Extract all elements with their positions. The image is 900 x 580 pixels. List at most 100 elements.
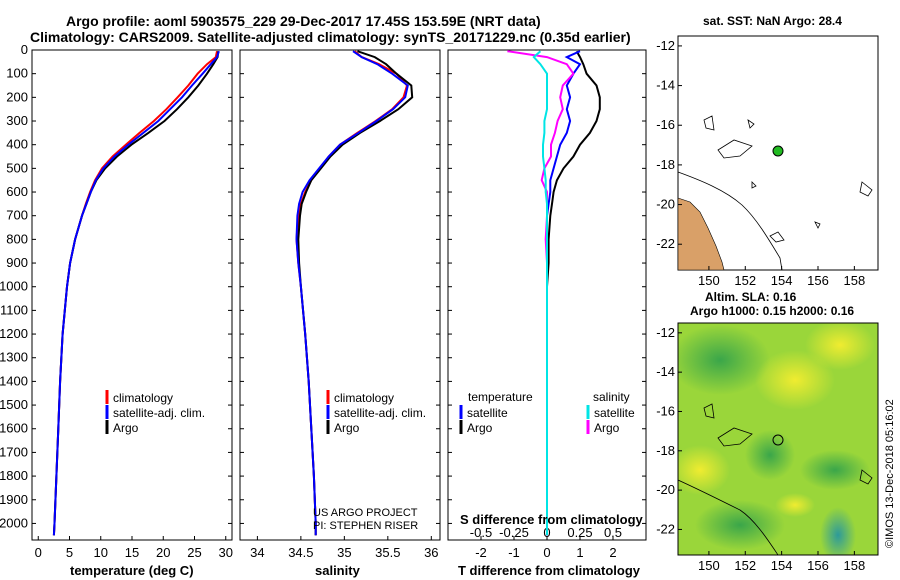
sla-blob xyxy=(775,493,815,517)
float-position-marker xyxy=(772,145,784,157)
temperature-tick-label: 15 xyxy=(125,545,139,560)
map-lon-tick-label: 152 xyxy=(734,558,756,573)
depth-tick-label: 800 xyxy=(6,231,28,246)
salinity-difference-x-axis: -0.5 -0.25 0 0.25 0.5 xyxy=(470,525,622,540)
temperature-tick-label: 0 xyxy=(35,545,42,560)
s-diff-satellite-line xyxy=(532,50,548,536)
salinity-satellite-line xyxy=(295,50,409,536)
temperature-panel xyxy=(31,49,233,541)
depth-tick-label: 0 xyxy=(21,42,28,57)
depth-tick-label: 1800 xyxy=(0,468,28,483)
map-lon-tick-label: 152 xyxy=(734,273,756,288)
temperature-tick-label: 25 xyxy=(187,545,201,560)
imos-timestamp: ©IMOS 13-Dec-2018 05:16:02 xyxy=(884,399,896,548)
sla-blob xyxy=(678,325,770,395)
depth-tick-label: 600 xyxy=(6,184,28,199)
salinity-tick-label: 34.5 xyxy=(288,545,313,560)
depth-tick-label: 1100 xyxy=(0,302,28,317)
sla-map-title-2: Argo h1000: 0.15 h2000: 0.16 xyxy=(690,304,854,318)
coastline xyxy=(677,171,783,271)
map-lat-tick-label: -22 xyxy=(656,236,675,251)
legend-temperature-title: temperature xyxy=(468,390,533,404)
depth-tick-label: 100 xyxy=(6,66,28,81)
map-lat-tick-label: -16 xyxy=(656,403,675,418)
map-lat-tick-label: -14 xyxy=(656,364,675,379)
salinity-xlabel: salinity xyxy=(315,563,361,578)
sla-blob xyxy=(678,445,730,495)
depth-tick-label: 1900 xyxy=(0,492,28,507)
map-lat-tick-label: -18 xyxy=(656,443,675,458)
t-diff-satellite-line xyxy=(546,50,582,536)
legend-s-argo-label: Argo xyxy=(594,421,620,435)
map-lon-tick-label: 150 xyxy=(698,558,720,573)
map-lat-tick-label: -22 xyxy=(656,521,675,536)
sla-heatmap xyxy=(678,323,878,555)
salinity-difference-tick-label: 0.5 xyxy=(604,525,622,540)
depth-tick-label: 2000 xyxy=(0,515,28,530)
reef-islands xyxy=(703,115,873,243)
difference-tick-label: -2 xyxy=(475,545,487,560)
salinity-tick-label: 35 xyxy=(337,545,351,560)
depth-axis: 0 100 200 300 400 500 600 700 800 900 1000 1100 1200… xyxy=(0,42,646,530)
depth-tick-label: 1000 xyxy=(0,279,28,294)
depth-tick-label: 900 xyxy=(6,255,28,270)
temperature-tick-label: 20 xyxy=(156,545,170,560)
map-lat-tick-label: -16 xyxy=(656,117,675,132)
sst-map-axes: 150 152 154 156 158 -12 -14 -16 -18 -20 -22 xyxy=(656,38,865,288)
salinity-difference-tick-label: -0.25 xyxy=(499,525,529,540)
difference-salinity-legend: salinity satellite Argo xyxy=(586,390,635,435)
sla-blob xyxy=(745,430,795,480)
sla-map-title-1: Altim. SLA: 0.16 xyxy=(705,290,797,304)
temperature-series xyxy=(52,50,220,536)
depth-tick-label: 700 xyxy=(6,208,28,223)
temperature-x-axis: 0 5 10 15 20 25 30 xyxy=(35,536,233,560)
legend-satellite-label: satellite-adj. clim. xyxy=(334,406,426,420)
legend-satellite-label: satellite-adj. clim. xyxy=(113,406,205,420)
temperature-xlabel: temperature (deg C) xyxy=(70,563,194,578)
legend-t-satellite-label: satellite xyxy=(467,406,508,420)
legend-climatology-label: climatology xyxy=(113,391,173,405)
map-lat-tick-label: -12 xyxy=(656,325,675,340)
legend-argo-label: Argo xyxy=(334,421,360,435)
difference-x2label: S difference from climatology xyxy=(460,512,644,527)
difference-xlabel: T difference from climatology xyxy=(458,563,641,578)
credit-pi: PI: STEPHEN RISER xyxy=(313,520,418,532)
difference-tick-label: 2 xyxy=(609,545,616,560)
difference-series xyxy=(507,50,601,536)
map-lat-tick-label: -14 xyxy=(656,78,675,93)
sla-blob xyxy=(800,450,870,490)
depth-tick-label: 1600 xyxy=(0,421,28,436)
depth-tick-label: 200 xyxy=(6,89,28,104)
map-lon-tick-label: 158 xyxy=(844,273,866,288)
title-line-1: Argo profile: aoml 5903575_229 29-Dec-20… xyxy=(66,13,541,29)
map-lat-tick-label: -18 xyxy=(656,157,675,172)
sla-blob xyxy=(805,323,875,370)
difference-x-axis: -2 -1 0 1 2 xyxy=(475,536,617,560)
salinity-panel xyxy=(239,49,441,541)
depth-tick-label: 1300 xyxy=(0,350,28,365)
temperature-argo-line xyxy=(52,51,220,536)
depth-tick-label: 300 xyxy=(6,113,28,128)
map-lon-tick-label: 154 xyxy=(771,558,793,573)
map-lon-tick-label: 154 xyxy=(771,273,793,288)
map-lat-tick-label: -20 xyxy=(656,482,675,497)
depth-tick-label: 1200 xyxy=(0,326,28,341)
sla-blob xyxy=(755,350,835,410)
temperature-satellite-line xyxy=(52,50,220,536)
salinity-tick-label: 34 xyxy=(250,545,264,560)
salinity-argo-line xyxy=(297,50,414,536)
difference-tick-label: 0 xyxy=(543,545,550,560)
temperature-tick-label: 30 xyxy=(219,545,233,560)
map-lat-tick-label: -20 xyxy=(656,197,675,212)
depth-tick-label: 500 xyxy=(6,160,28,175)
difference-tick-label: -1 xyxy=(508,545,520,560)
salinity-series xyxy=(295,50,414,536)
sla-map-axes: 150 152 154 156 158 -12 -14 -16 -18 -20 -22 xyxy=(656,325,865,573)
legend-climatology-label: climatology xyxy=(334,391,394,405)
credit-project: US ARGO PROJECT xyxy=(313,507,418,519)
map-lon-tick-label: 156 xyxy=(807,558,829,573)
sst-map-title: sat. SST: NaN Argo: 28.4 xyxy=(703,14,842,28)
coastline xyxy=(678,479,779,555)
map-lon-tick-label: 156 xyxy=(807,273,829,288)
